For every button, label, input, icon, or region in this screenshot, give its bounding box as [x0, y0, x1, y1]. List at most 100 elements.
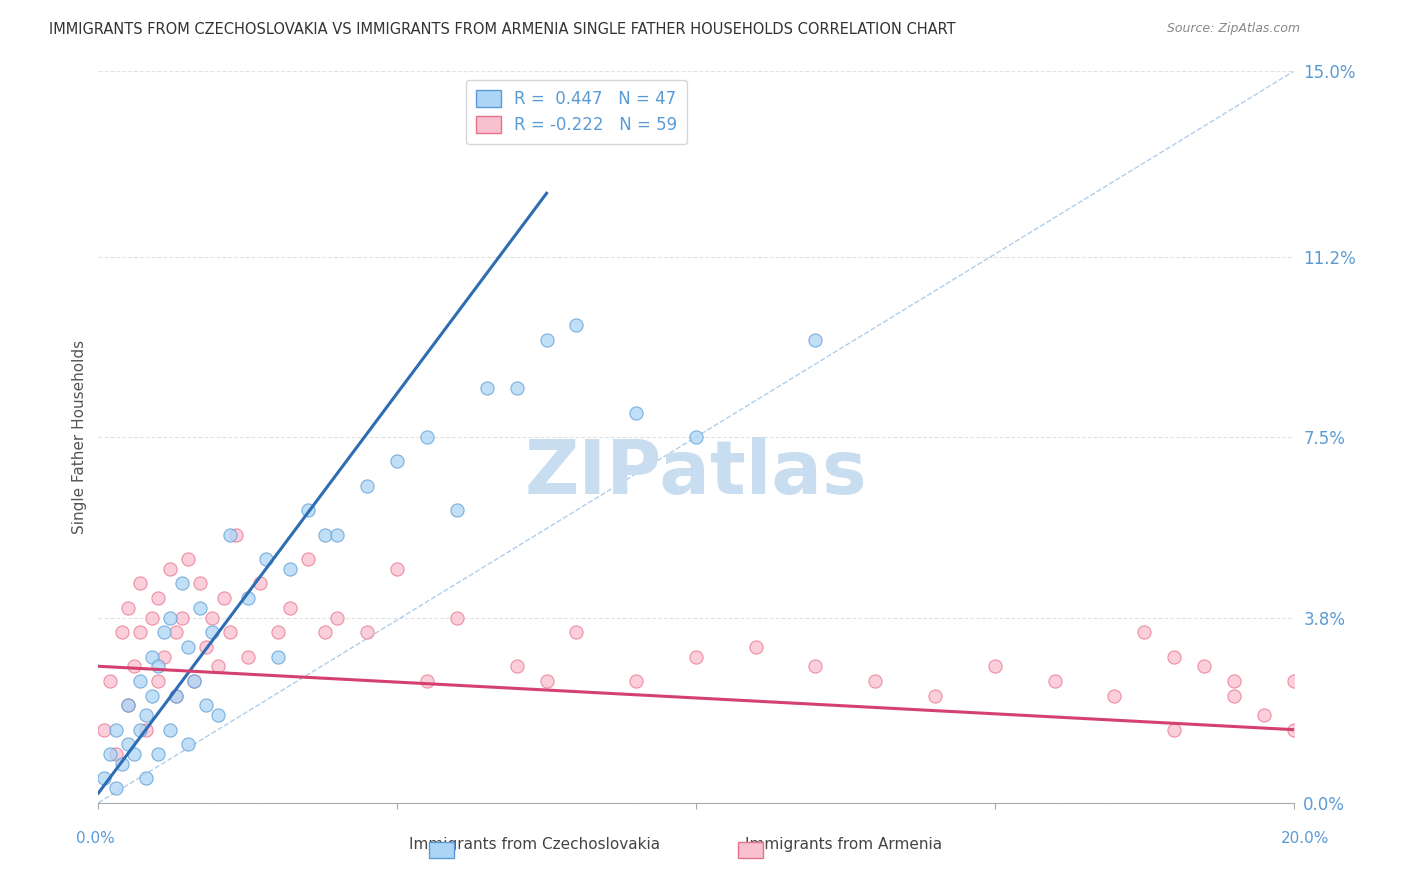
- Point: [565, 318, 588, 332]
- Point: [1223, 689, 1246, 703]
- Point: [111, 625, 134, 640]
- Point: [254, 552, 277, 566]
- Point: [111, 756, 134, 771]
- Point: [98, 747, 122, 761]
- Point: [117, 600, 139, 615]
- Point: [153, 649, 176, 664]
- Point: [506, 381, 529, 395]
- Point: [475, 381, 498, 395]
- Point: [685, 649, 707, 664]
- Point: [105, 723, 128, 737]
- Point: [148, 591, 170, 605]
- Point: [165, 625, 187, 640]
- Point: [212, 591, 235, 605]
- Point: [207, 708, 229, 723]
- Point: [804, 659, 827, 673]
- Point: [135, 723, 157, 737]
- Point: [177, 552, 200, 566]
- Point: [188, 600, 211, 615]
- Point: [506, 659, 529, 673]
- Point: [148, 747, 170, 761]
- Point: [177, 737, 200, 751]
- Point: [124, 747, 146, 761]
- Point: [1282, 673, 1305, 688]
- Point: [219, 527, 242, 541]
- Text: Source: ZipAtlas.com: Source: ZipAtlas.com: [1167, 22, 1301, 36]
- Point: [195, 698, 218, 713]
- Point: [297, 552, 319, 566]
- Point: [236, 591, 259, 605]
- Point: [278, 562, 301, 576]
- Text: Immigrants from Czechoslovakia: Immigrants from Czechoslovakia: [409, 838, 659, 852]
- Point: [1104, 689, 1126, 703]
- Point: [326, 610, 349, 624]
- Point: [446, 610, 468, 624]
- Point: [416, 673, 439, 688]
- Point: [165, 689, 187, 703]
- Point: [148, 673, 170, 688]
- Point: [141, 649, 163, 664]
- Point: [93, 723, 115, 737]
- Point: [129, 673, 152, 688]
- Point: [1043, 673, 1066, 688]
- Point: [236, 649, 259, 664]
- Point: [385, 562, 409, 576]
- Point: [416, 430, 439, 444]
- Point: [1133, 625, 1156, 640]
- Point: [98, 673, 122, 688]
- Point: [249, 576, 271, 591]
- Point: [129, 576, 152, 591]
- Point: [159, 610, 181, 624]
- Point: [278, 600, 301, 615]
- Y-axis label: Single Father Households: Single Father Households: [72, 340, 87, 534]
- Text: 20.0%: 20.0%: [1281, 831, 1329, 846]
- Point: [804, 333, 827, 347]
- Point: [685, 430, 707, 444]
- Point: [93, 772, 115, 786]
- Point: [141, 689, 163, 703]
- Point: [148, 659, 170, 673]
- Point: [117, 698, 139, 713]
- Point: [172, 576, 194, 591]
- Point: [536, 333, 558, 347]
- Point: [1282, 723, 1305, 737]
- Point: [536, 673, 558, 688]
- Point: [183, 673, 205, 688]
- Point: [183, 673, 205, 688]
- Point: [219, 625, 242, 640]
- Point: [135, 772, 157, 786]
- Point: [297, 503, 319, 517]
- Point: [565, 625, 588, 640]
- Point: [984, 659, 1007, 673]
- Point: [105, 781, 128, 796]
- Point: [626, 406, 648, 420]
- Point: [356, 479, 378, 493]
- Point: [356, 625, 378, 640]
- Point: [188, 576, 211, 591]
- Point: [267, 625, 290, 640]
- Point: [117, 737, 139, 751]
- Point: [745, 640, 768, 654]
- Point: [865, 673, 887, 688]
- Point: [129, 625, 152, 640]
- Point: [446, 503, 468, 517]
- Point: [267, 649, 290, 664]
- Point: [172, 610, 194, 624]
- Point: [153, 625, 176, 640]
- Point: [117, 698, 139, 713]
- Text: 0.0%: 0.0%: [76, 831, 115, 846]
- Point: [159, 562, 181, 576]
- Legend: R =  0.447   N = 47, R = -0.222   N = 59: R = 0.447 N = 47, R = -0.222 N = 59: [465, 79, 688, 145]
- Point: [315, 625, 337, 640]
- Point: [315, 527, 337, 541]
- Point: [326, 527, 349, 541]
- Point: [626, 673, 648, 688]
- Point: [1163, 649, 1185, 664]
- Point: [159, 723, 181, 737]
- Point: [141, 610, 163, 624]
- Point: [129, 723, 152, 737]
- Point: [195, 640, 218, 654]
- Text: Immigrants from Armenia: Immigrants from Armenia: [745, 838, 942, 852]
- Point: [1253, 708, 1275, 723]
- Point: [1223, 673, 1246, 688]
